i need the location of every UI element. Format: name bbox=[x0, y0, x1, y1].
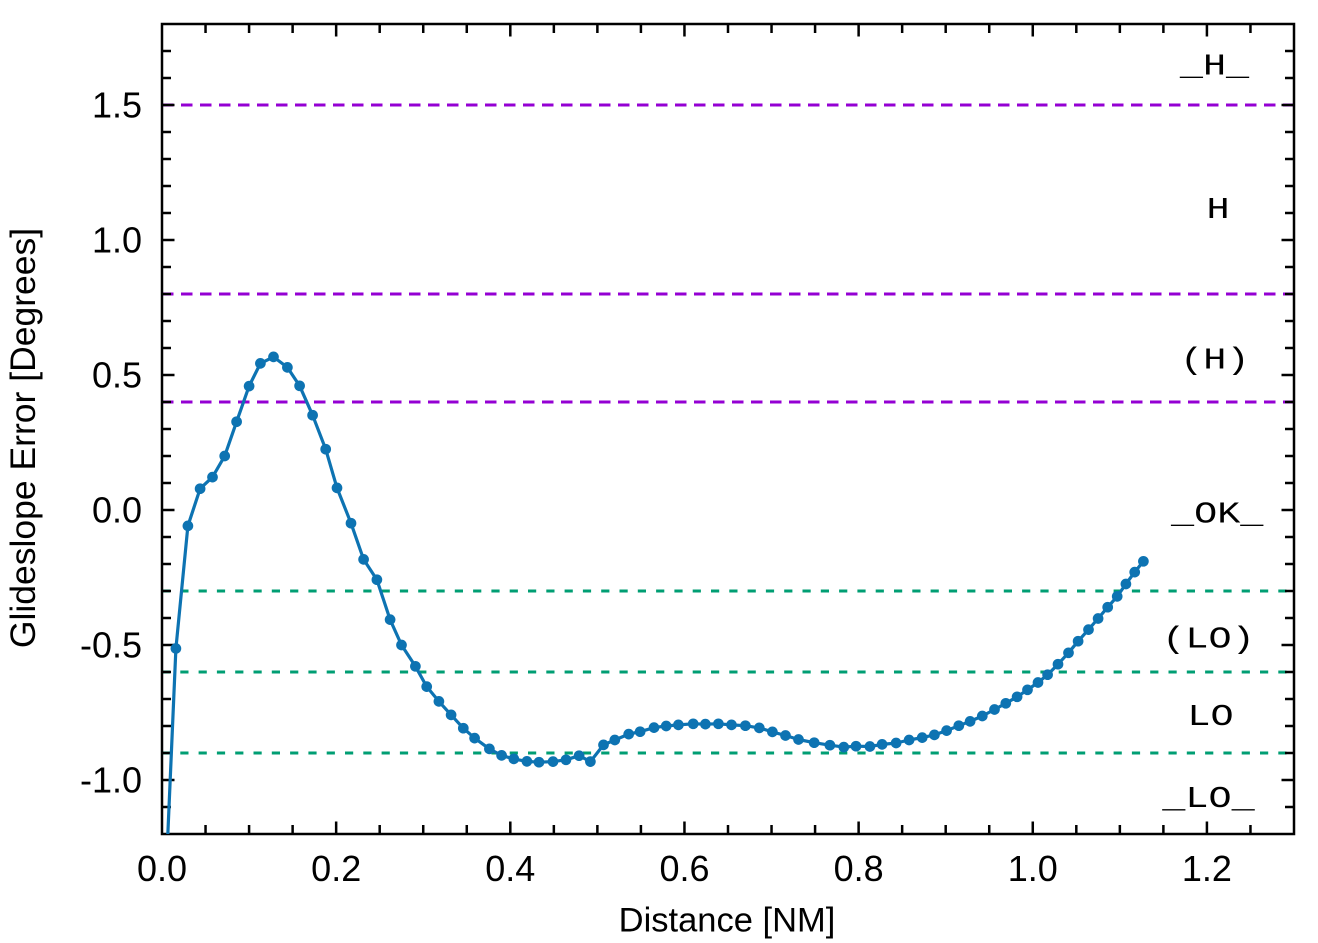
svg-text:0.6: 0.6 bbox=[659, 848, 709, 889]
svg-text:(H): (H) bbox=[1180, 344, 1249, 378]
svg-text:Glideslope Error [Degrees]: Glideslope Error [Degrees] bbox=[3, 228, 43, 648]
svg-text:LO: LO bbox=[1187, 700, 1233, 734]
svg-text:0.4: 0.4 bbox=[485, 848, 535, 889]
svg-text:0.0: 0.0 bbox=[92, 489, 142, 530]
svg-text:0.5: 0.5 bbox=[92, 354, 142, 395]
svg-text:-0.5: -0.5 bbox=[80, 624, 142, 665]
svg-text:_LO_: _LO_ bbox=[1161, 782, 1255, 816]
svg-text:0.0: 0.0 bbox=[137, 848, 187, 889]
svg-text:Distance [NM]: Distance [NM] bbox=[619, 901, 836, 939]
svg-text:_OK_: _OK_ bbox=[1170, 498, 1264, 532]
svg-text:-1.0: -1.0 bbox=[80, 759, 142, 800]
svg-text:0.8: 0.8 bbox=[834, 848, 884, 889]
svg-text:1.5: 1.5 bbox=[92, 84, 142, 125]
svg-text:1.2: 1.2 bbox=[1182, 848, 1232, 889]
svg-text:_H_: _H_ bbox=[1179, 50, 1249, 84]
svg-text:(LO): (LO) bbox=[1162, 623, 1254, 657]
svg-text:1.0: 1.0 bbox=[1008, 848, 1058, 889]
svg-text:1.0: 1.0 bbox=[92, 219, 142, 260]
svg-text:0.2: 0.2 bbox=[311, 848, 361, 889]
svg-text:H: H bbox=[1206, 193, 1229, 227]
